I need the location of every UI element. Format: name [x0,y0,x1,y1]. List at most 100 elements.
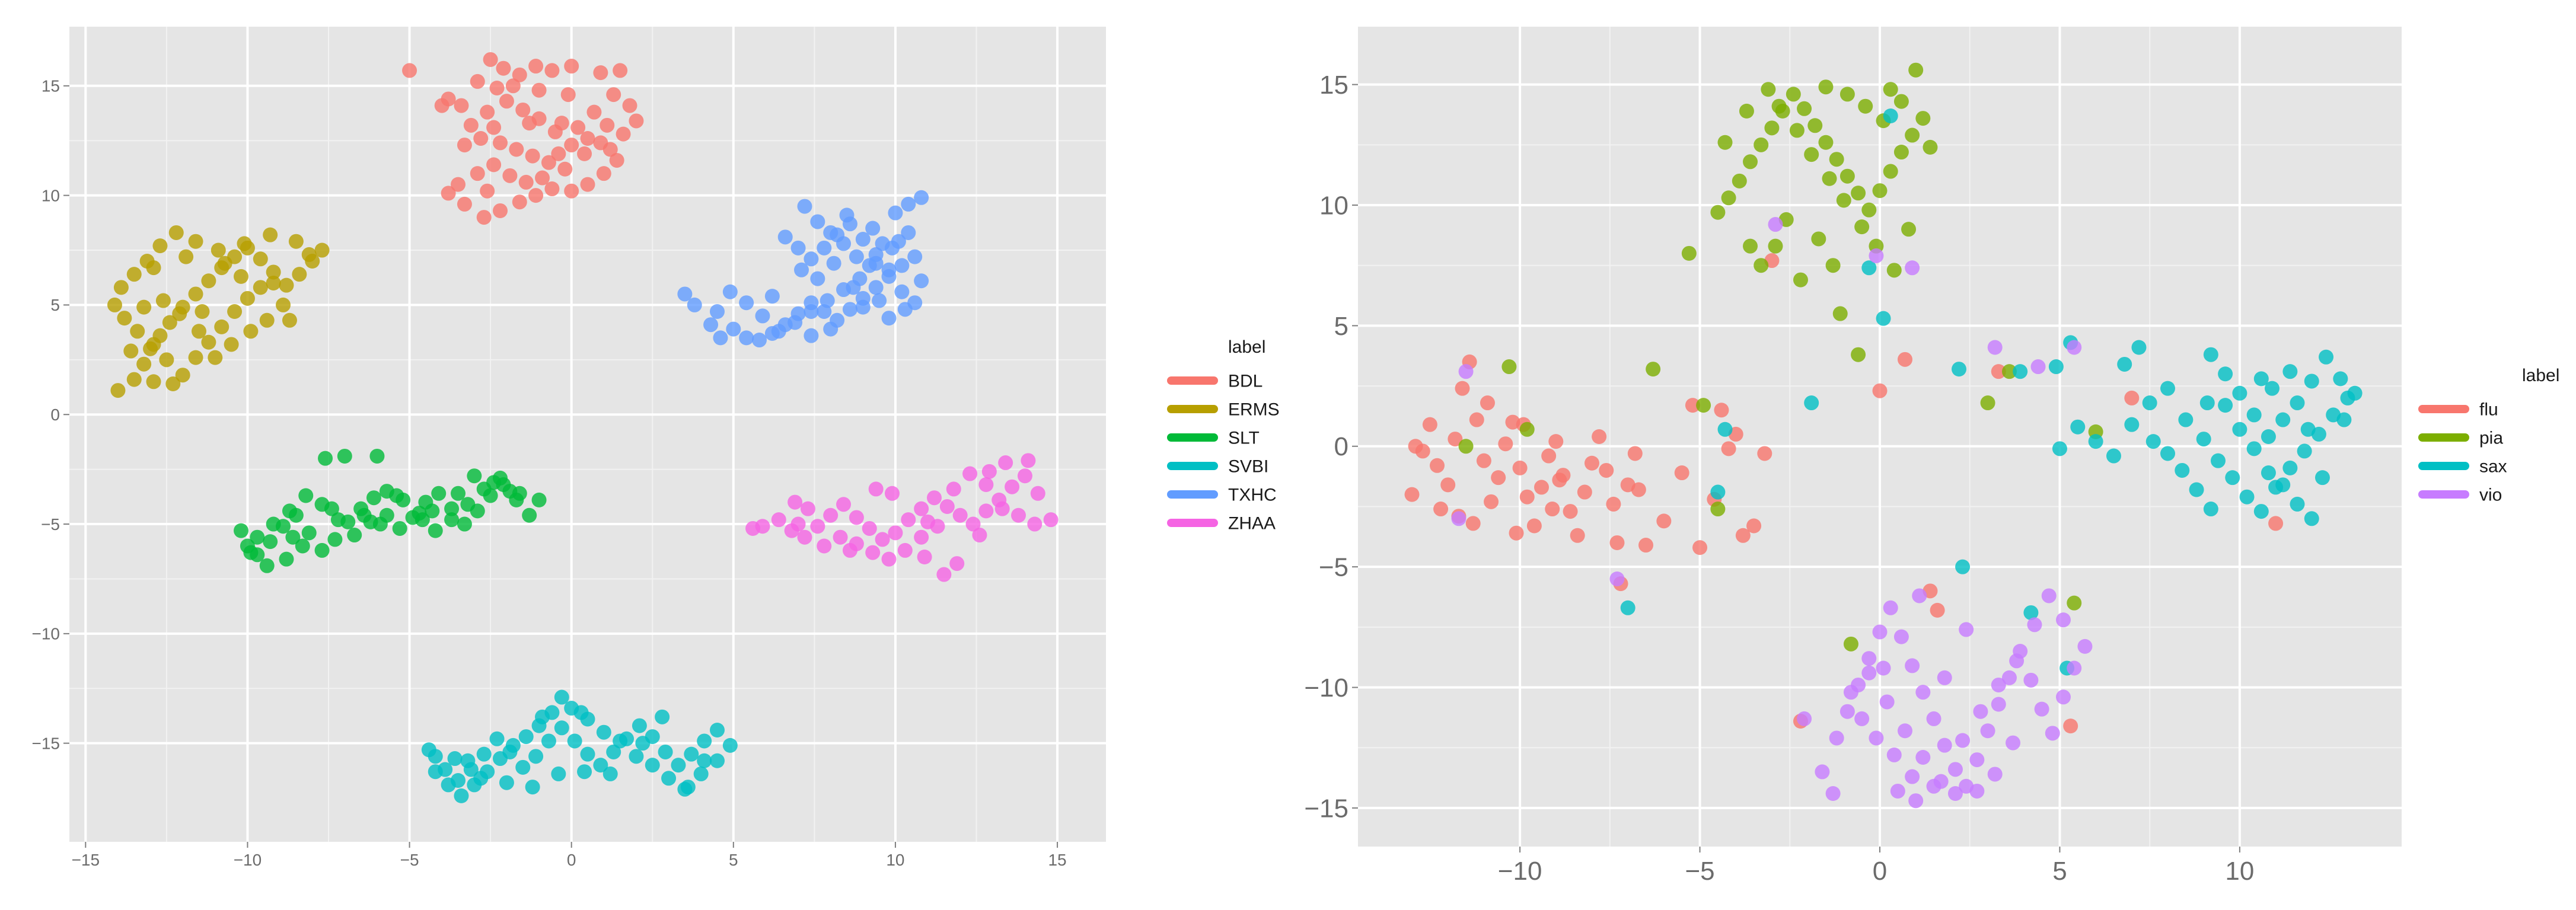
data-point-vio [1912,588,1927,604]
data-point-vio [1908,793,1924,809]
data-point-flu [1440,477,1456,493]
data-point-vio [2023,672,2039,688]
data-point-sax [2253,504,2269,519]
data-point-txhc [771,324,786,339]
data-point-svbi [593,758,608,773]
data-point-slt [431,486,447,501]
data-point-bdl [515,102,531,117]
data-point-vio [2034,701,2049,717]
data-point-zhaa [926,490,942,506]
data-point-txhc [846,280,861,295]
data-point-vio [1991,677,2006,692]
data-point-vio [1915,749,1931,765]
data-point-flu [1631,482,1646,497]
data-point-flu [1448,432,1463,447]
data-point-flu [1757,446,1772,461]
data-point-svbi [421,742,436,758]
data-point-flu [1609,535,1625,550]
data-point-vio [1955,733,1971,748]
x-tick-label: −10 [1498,857,1542,886]
data-point-sax [2297,443,2312,459]
data-point-bdl [554,116,569,131]
data-point-txhc [722,284,738,299]
data-point-sax [1804,395,1819,411]
data-point-txhc [703,317,719,333]
data-point-slt [531,492,547,507]
data-point-pia [1915,111,1931,126]
data-point-pia [1818,135,1834,150]
data-point-txhc [755,308,770,324]
data-point-bdl [489,80,505,95]
data-point-zhaa [868,481,884,497]
data-point-zhaa [946,481,961,497]
data-point-vio [1905,769,1920,784]
data-point-flu [1534,480,1550,495]
data-point-txhc [901,225,916,240]
data-point-svbi [606,744,621,759]
data-point-svbi [499,775,514,790]
data-point-sax [2124,417,2140,432]
data-point-sax [2275,412,2291,427]
data-point-erms [240,290,255,306]
data-point-bdl [596,166,611,181]
data-point-sax [1710,484,1726,500]
data-point-sax [2070,419,2086,435]
data-point-bdl [613,63,628,78]
data-point-svbi [554,689,569,705]
data-point-zhaa [888,525,903,541]
data-point-erms [123,343,139,359]
data-point-vio [2009,653,2025,669]
data-point-slt [502,484,518,499]
data-point-sax [2218,398,2233,413]
data-point-svbi [577,764,592,780]
data-point-slt [415,512,430,528]
data-point-erms [224,337,239,352]
data-point-slt [337,448,352,464]
data-point-sax [2319,349,2334,365]
data-point-flu [1627,446,1643,461]
data-point-bdl [493,135,508,151]
data-point-bdl [470,166,485,181]
data-point-erms [288,234,304,249]
data-point-erms [276,297,291,312]
data-point-pia [1883,82,1898,97]
data-point-slt [392,521,407,536]
data-point-vio [1861,651,1877,666]
data-point-bdl [593,65,608,81]
data-point-svbi [528,749,544,764]
data-point-erms [113,280,129,295]
data-point-zhaa [875,532,890,547]
data-point-txhc [726,321,741,337]
data-point-bdl [616,126,631,142]
data-point-txhc [820,293,835,308]
data-point-flu [1519,489,1535,505]
data-point-txhc [794,262,809,277]
data-point-vio [1987,767,2003,782]
y-tick-label: −15 [1304,794,1348,823]
data-point-pia [1861,202,1877,218]
data-point-slt [263,534,278,550]
data-point-pia [1710,502,1726,517]
data-point-zhaa [833,529,848,545]
data-point-sax [2048,359,2064,375]
data-point-sax [2106,448,2121,464]
data-point-svbi [580,746,595,762]
data-point-flu [1404,487,1420,502]
data-point-flu [1491,470,1506,486]
data-point-flu [1872,383,1888,398]
data-point-slt [356,507,372,523]
data-point-sax [2142,395,2157,411]
data-point-svbi [710,753,725,768]
data-point-bdl [486,120,502,135]
data-point-slt [250,529,265,545]
data-point-zhaa [881,551,897,567]
data-point-zhaa [1017,468,1032,484]
data-point-bdl [463,117,479,133]
y-tick-label: 15 [42,77,60,95]
data-point-flu [1476,453,1491,468]
data-point-sax [2314,470,2330,486]
data-point-bdl [606,87,621,103]
data-point-bdl [473,131,489,146]
data-point-sax [2232,385,2247,401]
